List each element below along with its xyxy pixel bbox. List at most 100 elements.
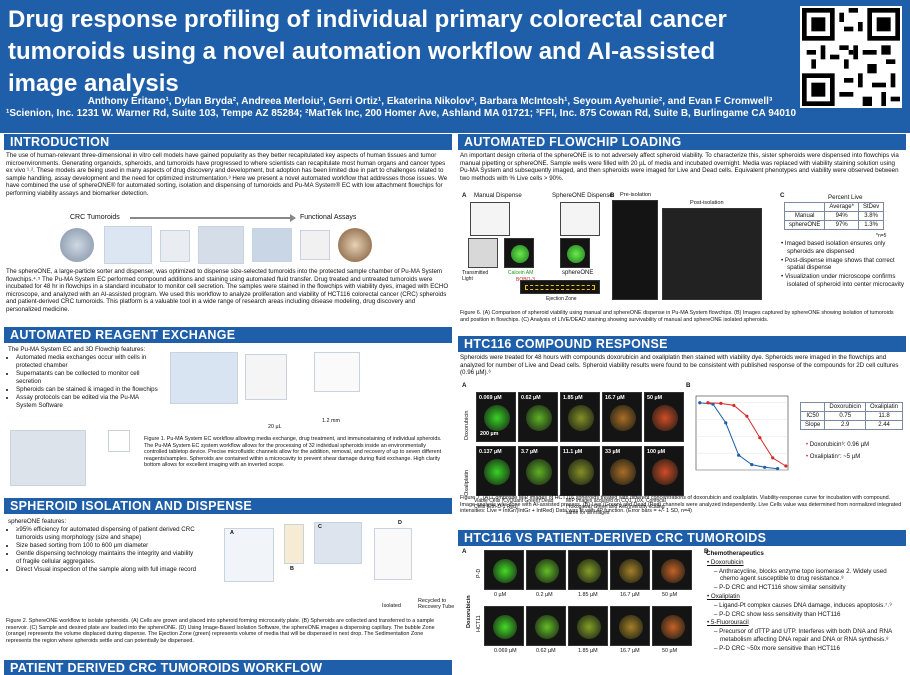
data-point (784, 464, 788, 468)
oxaliplatin-ref: • Oxaliplatin⁷: ~5 µM (806, 454, 861, 460)
sphereone-image-label: sphereONE (562, 270, 594, 276)
patient-workflow-heading: PATIENT DERIVED CRC TUMOROIDS WORKFLOW (4, 660, 452, 675)
capillary-image (520, 280, 600, 294)
table-header (799, 402, 826, 412)
hct-micrograph: 50 µM (644, 392, 684, 442)
table-cell: sphereONE (783, 220, 826, 230)
intro-paragraph-1: The use of human-relevant three-dimensio… (6, 152, 448, 197)
flowchip-text: An important design criteria of the sphe… (460, 152, 899, 182)
chemo-item: – P-D CRC ~50x more sensitive than HCT11… (714, 644, 840, 652)
vs-row-label: Doxorubicin (466, 595, 472, 628)
poster-header: Drug response profiling of individual pr… (0, 0, 910, 133)
table-header (783, 202, 826, 212)
hct-micrograph: 0.069 µM (476, 392, 516, 442)
qr-code[interactable] (800, 6, 902, 108)
reagent-item: Spheroids can be stained & imaged in the… (16, 386, 158, 394)
intro-heading: INTRODUCTION (4, 134, 452, 150)
flowchip-bullet: • Imaged based isolation ensures only sp… (781, 240, 886, 255)
table-cell: Slope (799, 420, 826, 430)
plate-image (160, 230, 190, 262)
pre-isolation-strip (612, 200, 658, 300)
manual-top-image (470, 202, 510, 236)
affiliations: ¹Scienion, Inc. 1231 W. Warner Rd, Suite… (6, 108, 797, 119)
author-list: Anthony Eritano¹, Dylan Bryda², Andreea … (87, 96, 773, 107)
pre-isolation-label: Pre-isolation (620, 192, 652, 198)
table-cell: 2.9 (824, 420, 867, 430)
sphereone-calcein-image (560, 238, 590, 268)
vs-concentration-label: 1.85 µM (578, 592, 598, 598)
dimension-label-length: 1.2 mm (322, 418, 340, 424)
data-point (745, 414, 749, 418)
hct-micrograph: 1.85 µM (560, 392, 600, 442)
vs-concentration-label: 1.85 µM (578, 648, 598, 654)
isolation-plate-diagram (224, 528, 274, 582)
table-cell: 94% (824, 211, 859, 221)
concentration-label: 33 µM (605, 449, 621, 455)
percent-live-title: Percent Live (828, 194, 863, 201)
sphereone-top-image (560, 202, 600, 236)
reagent-feature-list: The Pu-MA System EC and 3D Flowchip feat… (8, 346, 158, 410)
data-point (719, 401, 723, 405)
scale-bar-label: 200 µm (480, 431, 499, 437)
recycled-label: Recycled to Recovery Tube (418, 598, 455, 610)
chemo-item: – P-D CRC and HCT116 show similar sensit… (714, 584, 846, 592)
vs-micrograph (652, 606, 692, 646)
vs-panel-a: A (462, 548, 467, 555)
reagent-heading: AUTOMATED REAGENT EXCHANGE (4, 327, 452, 343)
data-point (776, 467, 780, 471)
vs-micrograph (652, 550, 692, 590)
flow-label-left: CRC Tumoroids (70, 214, 120, 221)
flowchip-bullet: • Visualization under microscope confirm… (781, 273, 904, 288)
instrument-image (104, 226, 152, 264)
sample-tube-diagram (284, 524, 304, 564)
vs-micrograph (610, 550, 650, 590)
ic50-table: Doxorubicin Oxaliplatin IC50 0.75 11.8 Slop… (799, 402, 904, 430)
vs-micrograph (568, 606, 608, 646)
vs-concentration-label: 50 µM (662, 592, 678, 598)
figure-1-caption: Figure 1. Pu-MA System EC workflow allow… (144, 436, 442, 469)
row-label-oxaliplatin: Oxaliplatin (464, 469, 470, 496)
vs-concentration-label: 0 µM (494, 592, 507, 598)
tumoroid-image (60, 228, 94, 262)
panel-label-a: A (230, 530, 234, 536)
chemo-item: – Precursor of dTTP and UTP. Interferes … (714, 628, 892, 643)
capillary-diagram (374, 528, 412, 580)
vs-micrograph (484, 550, 524, 590)
mip-legend: MIP images acquired on CQ1, 10X, Confoca… (566, 498, 666, 516)
hct-panel-a: A (462, 382, 467, 389)
data-point (737, 453, 741, 457)
table-header: StDev (857, 202, 885, 212)
workflow-arrow-head-icon (290, 214, 296, 222)
concentration-label: 0.069 µM (479, 395, 502, 401)
small-qr-code[interactable] (108, 430, 130, 452)
hct-micrograph: 100 µM (644, 446, 684, 496)
post-isolation-label: Post-isolation (690, 200, 724, 206)
flowchip-panel-a: A (462, 192, 467, 199)
data-point (698, 401, 702, 405)
vs-micrograph (526, 550, 566, 590)
table-header: Doxorubicin (824, 402, 867, 412)
reagent-item: Supernatants can be collected to monitor… (16, 370, 158, 386)
puma-image (252, 228, 292, 262)
dose-response-chart (695, 395, 789, 471)
table-cell: 0.75 (824, 411, 867, 421)
flowchip-bullet: • Post-dispense image shows that correct… (781, 256, 895, 272)
data-point (763, 465, 767, 469)
concentration-label: 16.7 µM (605, 395, 625, 401)
percent-live-table: Average* StDev Manual 94% 3.8% sphereONE 97%… (783, 202, 885, 230)
vs-concentration-label: 16.7 µM (620, 592, 640, 598)
vs-concentration-label: 0.069 µM (494, 648, 517, 654)
hct-heading: HTC116 COMPOUND RESPONSE (458, 336, 906, 352)
panel-label-b: B (290, 566, 294, 572)
vs-concentration-label: 0.62 µM (536, 648, 556, 654)
reagent-item: Assay protocols can be edited via the Pu… (16, 394, 158, 410)
table-note: *n=5 (876, 233, 887, 239)
intro-paragraph-2: The sphereONE, a large-particle sorter a… (6, 268, 449, 313)
reagent-item: Automated media exchanges occur with cel… (16, 354, 158, 370)
table-cell: IC50 (799, 411, 826, 421)
hct-micrograph: 0.62 µM (518, 392, 558, 442)
post-isolation-grid (662, 208, 762, 300)
table-cell: 97% (824, 220, 859, 230)
hct-micrograph: 0.137 µM (476, 446, 516, 496)
dimension-label-volume: 20 µL (268, 424, 282, 430)
